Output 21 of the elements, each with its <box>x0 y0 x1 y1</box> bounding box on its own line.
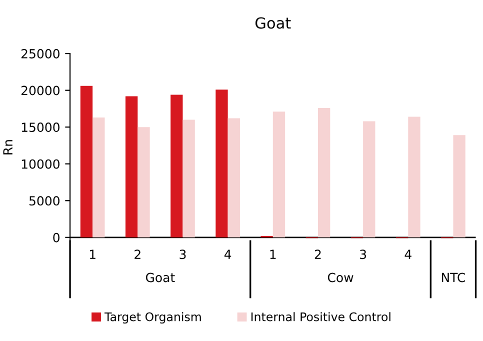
x-tick-label: 2 <box>134 250 140 259</box>
legend-label: Target Organism <box>104 312 201 324</box>
legend-label: Internal Positive Control <box>251 312 390 322</box>
chart-title: Goat <box>255 17 291 29</box>
text: Goat <box>146 272 175 282</box>
y-tick-label: 5000 <box>29 196 60 206</box>
y-tick-label: 20000 <box>21 86 60 96</box>
y-tick-label: 25000 <box>21 49 60 58</box>
y-tick-label: 15000 <box>22 122 60 132</box>
text: NTC <box>442 272 466 282</box>
x-tick-label: 3 <box>180 250 186 260</box>
y-axis-title: Rn <box>3 140 12 154</box>
x-tick-label: 1 <box>270 250 276 259</box>
y-tick-label: 10000 <box>22 159 60 169</box>
x-tick-label: 2 <box>314 250 321 259</box>
x-tick-label: 3 <box>360 250 366 260</box>
x-tick-label: 4 <box>404 250 412 259</box>
x-tick-label: 1 <box>90 250 96 259</box>
text: Cow <box>328 272 354 282</box>
x-tick-label: 4 <box>224 250 232 259</box>
y-tick-label: 0 <box>53 232 60 242</box>
